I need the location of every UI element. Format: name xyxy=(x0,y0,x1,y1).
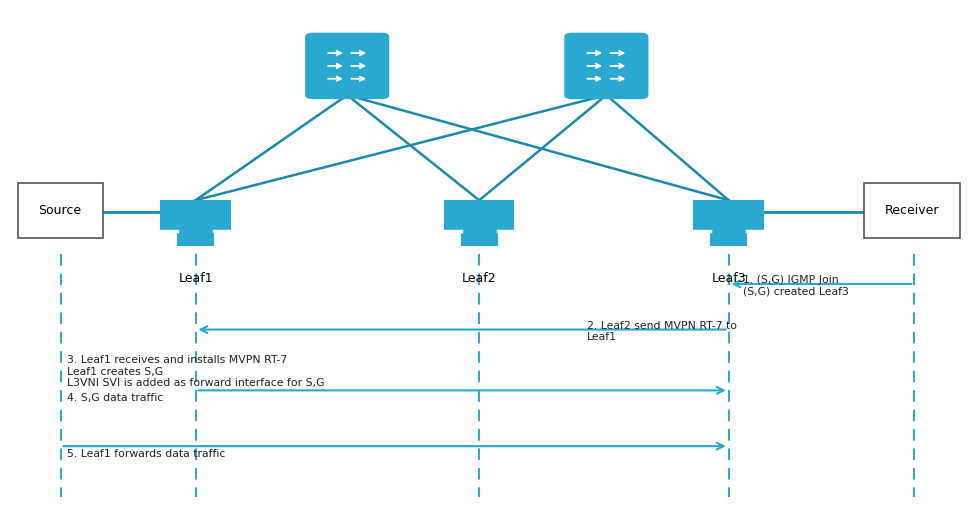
FancyBboxPatch shape xyxy=(444,200,514,231)
Text: 1. (S,G) IGMP Join
(S,G) created Leaf3: 1. (S,G) IGMP Join (S,G) created Leaf3 xyxy=(743,275,848,297)
FancyBboxPatch shape xyxy=(709,231,746,246)
Text: Receiver: Receiver xyxy=(884,204,938,217)
FancyBboxPatch shape xyxy=(693,200,763,231)
Text: 4. S,G data traffic: 4. S,G data traffic xyxy=(66,393,162,403)
Text: 5. Leaf1 forwards data traffic: 5. Leaf1 forwards data traffic xyxy=(66,449,225,459)
FancyBboxPatch shape xyxy=(18,183,103,238)
FancyBboxPatch shape xyxy=(305,32,389,99)
Text: 3. Leaf1 receives and installs MVPN RT-7
Leaf1 creates S,G
L3VNI SVI is added as: 3. Leaf1 receives and installs MVPN RT-7… xyxy=(66,355,323,388)
Text: 2. Leaf2 send MVPN RT-7 to
Leaf1: 2. Leaf2 send MVPN RT-7 to Leaf1 xyxy=(586,320,736,342)
FancyBboxPatch shape xyxy=(460,231,497,246)
Text: Leaf2: Leaf2 xyxy=(461,272,496,285)
FancyBboxPatch shape xyxy=(863,183,959,238)
Text: Source: Source xyxy=(38,204,82,217)
Text: Leaf3: Leaf3 xyxy=(710,272,745,285)
FancyBboxPatch shape xyxy=(160,200,231,231)
FancyBboxPatch shape xyxy=(177,231,214,246)
Text: Leaf1: Leaf1 xyxy=(178,272,213,285)
FancyBboxPatch shape xyxy=(564,32,648,99)
